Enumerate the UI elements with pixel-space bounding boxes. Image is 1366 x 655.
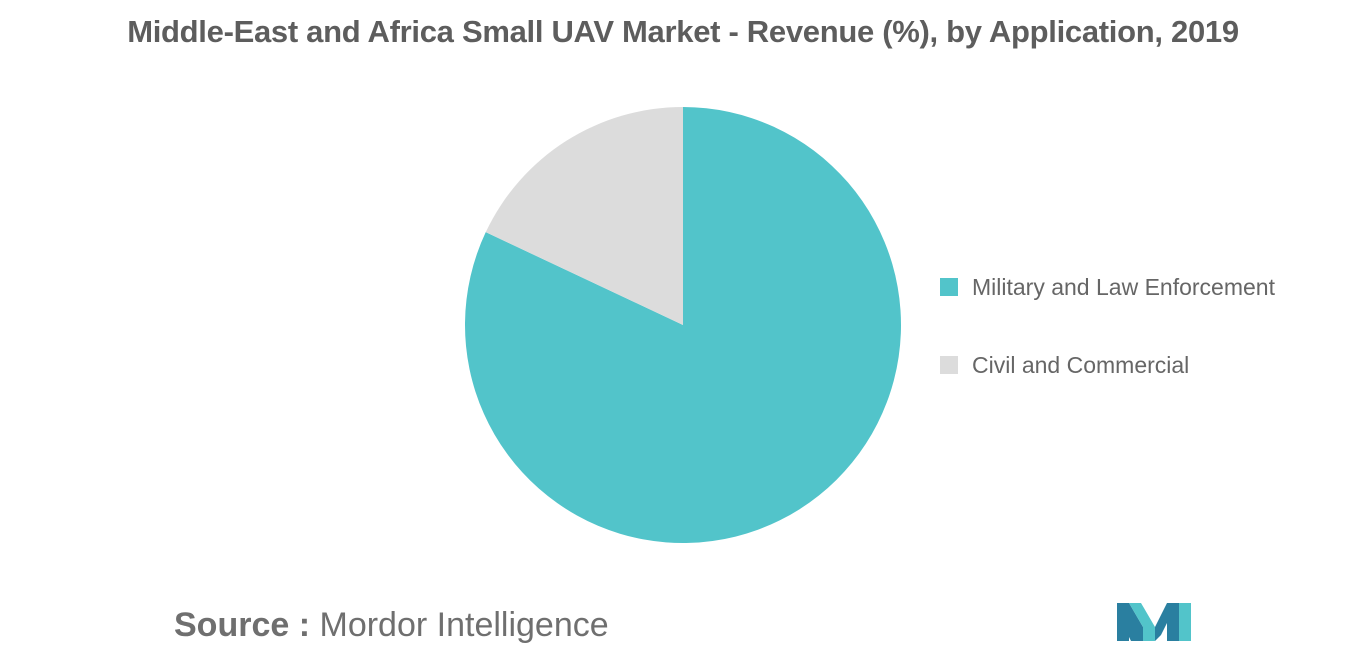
- source-note: Source : Mordor Intelligence: [174, 606, 609, 645]
- legend-label-military: Military and Law Enforcement: [972, 273, 1275, 300]
- mordor-intelligence-logo-icon: [1117, 603, 1191, 641]
- chart-title: Middle-East and Africa Small UAV Market …: [127, 14, 1239, 49]
- legend-swatch-military: [940, 278, 958, 296]
- pie-slice-military-and-law-enforcement: [465, 107, 902, 543]
- source-text: Mordor Intelligence: [319, 606, 609, 644]
- legend-item-military: Military and Law Enforcement: [940, 272, 1275, 302]
- legend-item-civil: Civil and Commercial: [940, 350, 1275, 380]
- pie-slice-civil-and-commercial: [485, 107, 683, 325]
- legend-label-civil: Civil and Commercial: [972, 351, 1190, 378]
- legend-swatch-civil: [940, 356, 958, 374]
- source-label: Source :: [174, 606, 311, 644]
- legend: Military and Law Enforcement Civil and C…: [940, 272, 1275, 428]
